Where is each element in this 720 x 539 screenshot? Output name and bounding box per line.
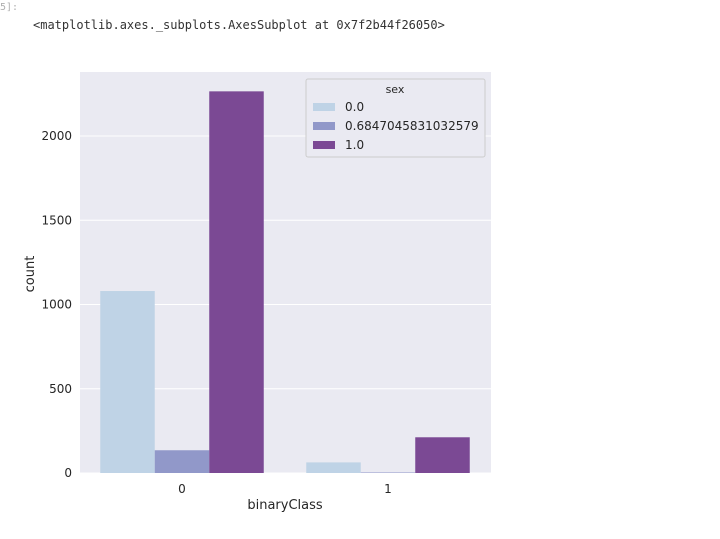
bar-class-1-sex-1 [360, 472, 416, 473]
bars [100, 91, 470, 473]
y-tick-label-500: 500 [49, 382, 72, 396]
legend-box [305, 78, 486, 158]
y-tick-label-1000: 1000 [41, 298, 72, 312]
x-tick-label-1: 1 [384, 482, 392, 496]
legend-label-2: 1.0 [345, 138, 364, 152]
legend-label-0: 0.0 [345, 100, 364, 114]
y-tick-labels: 0 500 1000 1500 2000 [41, 129, 72, 480]
legend-swatch-2 [313, 141, 335, 149]
cell-prompt: 5]: [0, 2, 19, 13]
y-tick-label-2000: 2000 [41, 129, 72, 143]
y-tick-label-0: 0 [64, 466, 72, 480]
legend: sex 0.0 0.6847045831032579 1.0 [305, 78, 486, 158]
legend-label-1: 0.6847045831032579 [345, 119, 479, 133]
legend-swatch-0 [313, 103, 335, 111]
legend-title: sex [386, 83, 405, 96]
bar-class-1-sex-2 [415, 437, 470, 473]
bar-class-0-sex-1 [154, 450, 210, 473]
y-tick-label-1500: 1500 [41, 213, 72, 227]
bar-class-0-sex-0 [100, 291, 155, 473]
cell-output-text: <matplotlib.axes._subplots.AxesSubplot a… [33, 18, 445, 32]
x-tick-label-0: 0 [178, 482, 186, 496]
x-axis-label: binaryClass [247, 498, 323, 513]
legend-swatch-1 [313, 122, 335, 130]
bar-class-1-sex-0 [306, 462, 361, 473]
y-axis-label: count [23, 256, 38, 293]
bar-class-0-sex-2 [209, 91, 264, 473]
